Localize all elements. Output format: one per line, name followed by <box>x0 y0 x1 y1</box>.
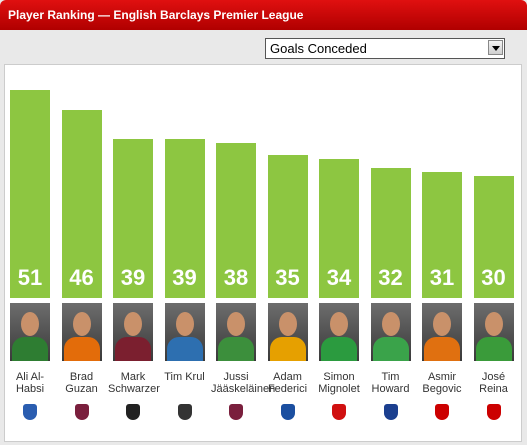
shirt <box>424 337 460 361</box>
value-label: 46 <box>69 265 94 290</box>
player-photo <box>164 303 205 361</box>
bar <box>422 171 462 298</box>
stat-dropdown[interactable]: Goals Conceded <box>265 38 505 59</box>
face <box>227 312 245 336</box>
face <box>433 312 451 336</box>
face <box>124 312 142 336</box>
player-name: Simon Mignolet <box>318 371 360 395</box>
player-name: Brad Guzan <box>65 371 98 395</box>
face <box>278 312 297 336</box>
club-logo <box>23 404 37 420</box>
player-name: Tim Howard <box>371 371 410 395</box>
dropdown-button[interactable] <box>488 40 503 55</box>
player-name: Asmir Begovic <box>422 371 462 395</box>
dropdown-value: Goals Conceded <box>270 41 367 56</box>
club-logo <box>74 404 89 420</box>
shirt <box>166 337 203 361</box>
club-logo <box>280 404 295 420</box>
player-name: Jussi Jääskeläinen <box>211 371 276 395</box>
player-photo <box>422 303 462 361</box>
header: Player Ranking — English Barclays Premie… <box>0 0 527 30</box>
player-photo <box>319 303 359 361</box>
bar <box>473 175 514 298</box>
value-label: 39 <box>120 265 146 290</box>
club-logo <box>332 404 346 420</box>
bar <box>164 139 205 298</box>
bar <box>113 139 153 298</box>
value-label: 34 <box>326 265 352 290</box>
player-photo <box>370 303 411 361</box>
player-name: José Reina <box>479 371 508 395</box>
shirt <box>372 337 409 361</box>
value-label: 39 <box>172 265 197 290</box>
face <box>175 312 194 336</box>
shirt <box>12 337 48 361</box>
value-label: 32 <box>378 265 403 290</box>
value-label: 35 <box>275 265 300 290</box>
bar <box>267 155 308 298</box>
club-logo <box>177 404 192 420</box>
bar <box>370 167 411 298</box>
player-photo <box>473 303 514 361</box>
face <box>72 312 91 336</box>
value-label: 31 <box>429 265 455 290</box>
bar <box>216 143 256 298</box>
value-label: 38 <box>223 265 249 290</box>
face <box>484 312 503 336</box>
face <box>330 312 348 336</box>
face <box>381 312 400 336</box>
bar <box>10 90 50 298</box>
club-logo <box>486 404 501 420</box>
club-logo <box>383 404 398 420</box>
shirt <box>269 337 306 361</box>
value-label: 51 <box>17 265 43 290</box>
player-photo <box>216 303 256 361</box>
value-label: 30 <box>481 265 506 290</box>
title: Player Ranking — English Barclays Premie… <box>8 8 304 22</box>
club-logo <box>229 404 243 420</box>
shirt <box>475 337 512 361</box>
player-photo <box>61 303 102 361</box>
face <box>21 312 39 336</box>
shirt <box>218 337 254 361</box>
club-logo <box>435 404 449 420</box>
player-photo <box>113 303 153 361</box>
shirt <box>321 337 357 361</box>
player-photo <box>267 303 308 361</box>
club-logo <box>126 404 140 420</box>
player-name: Tim Krul <box>164 371 205 383</box>
player-name: Adam Federici <box>267 371 308 395</box>
bar <box>61 110 102 298</box>
bar <box>319 159 359 298</box>
player-name: Ali Al-Habsi <box>15 371 45 395</box>
chart-area: 51 Ali Al-Habsi 46 Brad Guzan 39 Mark Schwarz… <box>4 64 522 442</box>
player-name: Mark Schwarzer <box>108 371 160 395</box>
player-photo <box>10 303 50 361</box>
shirt <box>115 337 151 361</box>
shirt <box>63 337 100 361</box>
